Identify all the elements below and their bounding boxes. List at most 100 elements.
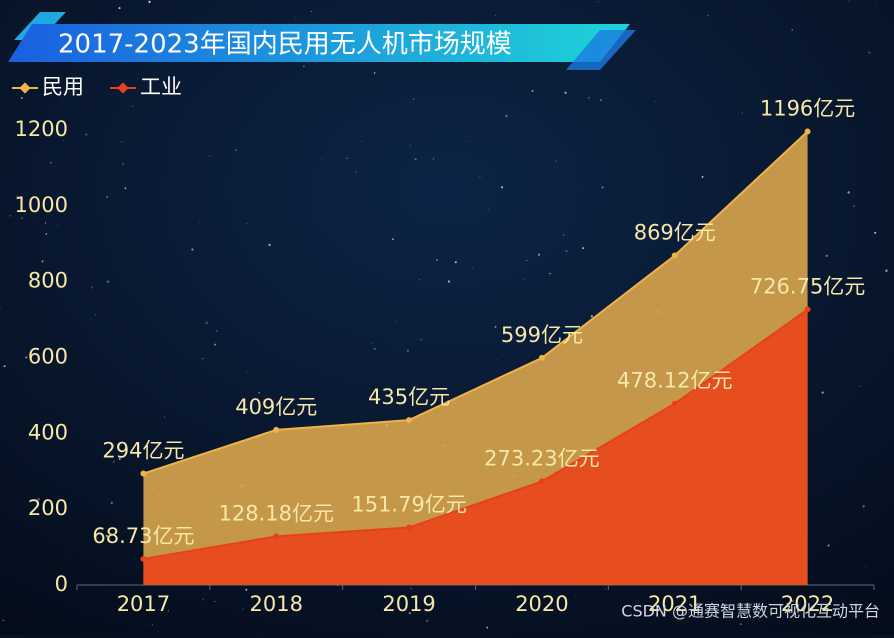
star [322, 158, 323, 159]
star [226, 300, 227, 301]
star [526, 260, 527, 261]
star [742, 113, 743, 114]
star [21, 217, 23, 219]
star [91, 286, 93, 288]
star [132, 106, 133, 107]
point [406, 524, 412, 530]
watermark: CSDN @通赛智慧数可视化互动平台 [621, 602, 880, 621]
star [85, 134, 87, 136]
star [372, 343, 373, 344]
star [605, 589, 606, 590]
star [707, 15, 708, 16]
x-tick-label: 2020 [515, 592, 568, 616]
star [549, 273, 550, 274]
star [295, 17, 296, 18]
star [706, 86, 707, 87]
star [859, 386, 860, 387]
data-label: 869亿元 [634, 221, 716, 245]
data-label: 599亿元 [501, 323, 583, 347]
star [556, 161, 557, 162]
data-label: 409亿元 [235, 395, 317, 419]
star [486, 627, 488, 629]
star [849, 479, 850, 480]
star [12, 155, 13, 156]
star [433, 158, 434, 159]
star [361, 141, 362, 142]
star [374, 72, 376, 74]
star [523, 279, 524, 280]
star [740, 623, 742, 625]
star [598, 1, 599, 2]
star [63, 102, 64, 103]
star [410, 588, 412, 590]
star [21, 97, 23, 99]
star [591, 315, 593, 317]
star [601, 186, 603, 188]
star [124, 187, 126, 189]
point [805, 129, 811, 135]
star [532, 90, 534, 92]
star [346, 158, 347, 159]
star [164, 416, 165, 417]
star [438, 355, 439, 356]
data-label: 478.12亿元 [617, 369, 732, 393]
star [2, 619, 4, 621]
star [202, 358, 204, 360]
star [875, 3, 876, 4]
star [303, 65, 305, 67]
star [311, 11, 312, 12]
star [216, 330, 218, 332]
star [4, 365, 6, 367]
star [885, 270, 887, 272]
star [448, 280, 450, 282]
star [122, 163, 124, 165]
star [178, 334, 179, 335]
data-label: 294亿元 [102, 439, 184, 463]
x-tick-label: 2018 [250, 592, 303, 616]
star [148, 1, 150, 3]
star [209, 156, 210, 157]
star [246, 223, 247, 224]
star [107, 280, 110, 283]
data-label: 273.23亿元 [484, 446, 599, 470]
star [203, 598, 204, 599]
star [822, 392, 824, 394]
legend-label: 民用 [42, 75, 84, 99]
y-tick-label: 600 [28, 345, 68, 369]
y-tick-label: 400 [28, 420, 68, 444]
star [314, 222, 315, 223]
star [151, 23, 152, 24]
star [46, 233, 47, 234]
star [489, 209, 490, 210]
star [575, 595, 576, 596]
data-label: 435亿元 [368, 385, 450, 409]
star [355, 171, 357, 173]
star [630, 9, 631, 10]
data-label: 726.75亿元 [750, 274, 865, 298]
star [600, 99, 602, 101]
star [495, 15, 496, 16]
star [497, 359, 498, 360]
star [505, 115, 507, 117]
star [191, 249, 193, 251]
star [849, 1, 850, 2]
star [121, 141, 122, 142]
star [119, 7, 121, 9]
star [455, 261, 457, 263]
point [672, 401, 678, 407]
star [50, 162, 51, 163]
star [107, 196, 108, 197]
star [419, 279, 420, 280]
star [563, 234, 564, 235]
star [828, 544, 830, 546]
point [672, 253, 678, 259]
point [406, 417, 412, 423]
star [862, 505, 864, 507]
star [242, 608, 243, 609]
star [426, 620, 428, 622]
star [702, 176, 704, 178]
star [205, 322, 208, 325]
star [826, 255, 828, 257]
point [539, 478, 545, 484]
